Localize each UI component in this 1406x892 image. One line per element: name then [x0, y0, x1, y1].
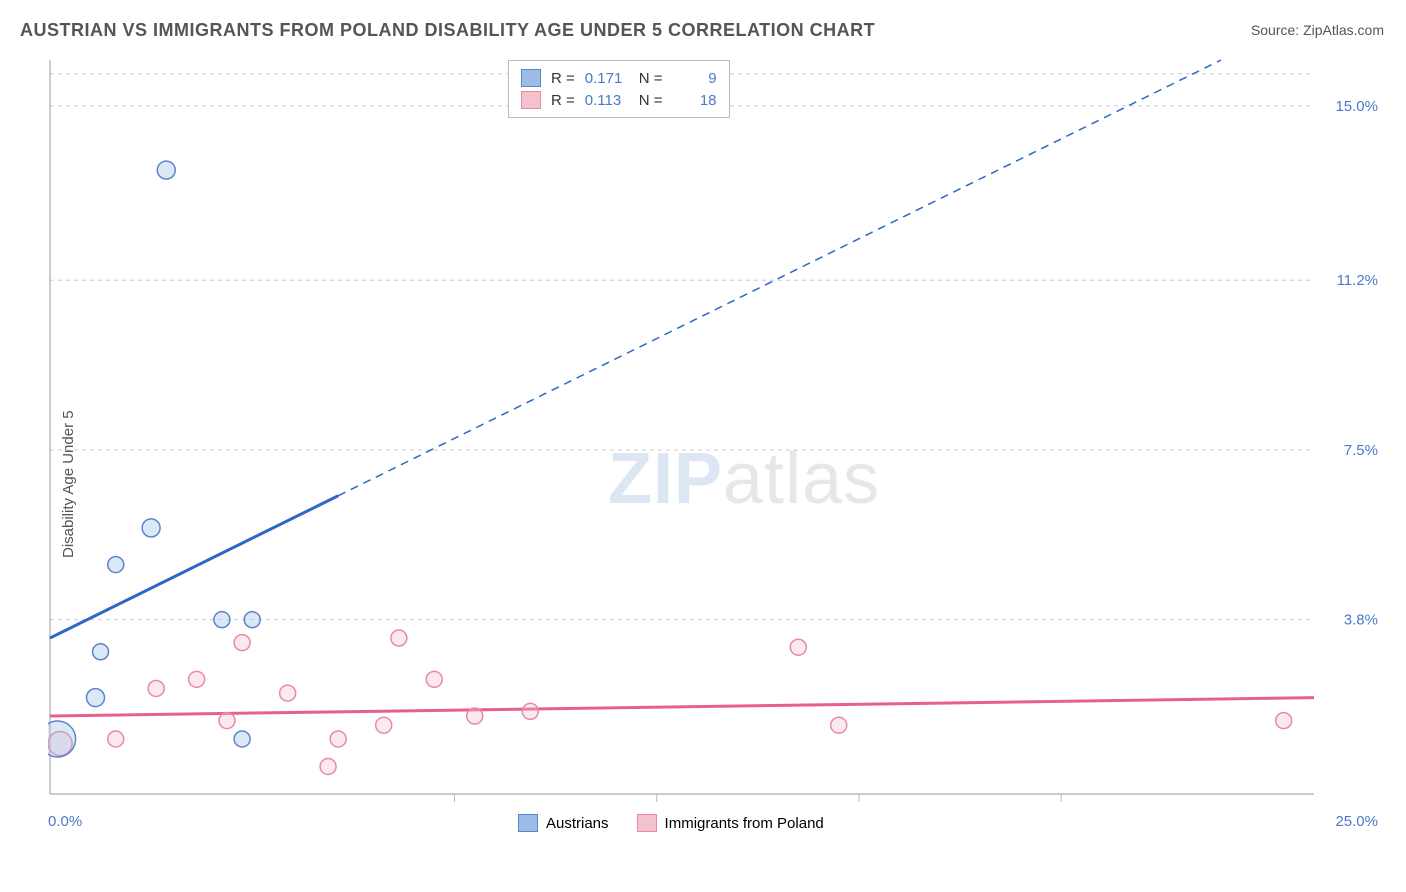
legend-r-label: R =: [551, 70, 575, 87]
data-point: [108, 731, 124, 747]
legend-series-item: Immigrants from Poland: [637, 814, 824, 832]
legend-r-label: R =: [551, 92, 575, 109]
data-point: [1276, 713, 1292, 729]
legend-swatch: [521, 91, 541, 109]
y-tick-label: 15.0%: [1335, 98, 1378, 115]
legend-series-item: Austrians: [518, 814, 609, 832]
data-point: [48, 721, 76, 757]
data-point: [280, 685, 296, 701]
data-point: [831, 717, 847, 733]
data-point: [87, 689, 105, 707]
data-point: [426, 671, 442, 687]
data-point: [391, 630, 407, 646]
legend-correlation-row: R = 0.171 N = 9: [521, 67, 717, 89]
data-point: [234, 635, 250, 651]
legend-n-label: N =: [639, 70, 663, 87]
scatter-plot: 3.8% 7.5% 11.2% 15.0% 0.0% 25.0%: [48, 58, 1384, 830]
data-point: [330, 731, 346, 747]
source-attribution: Source: ZipAtlas.com: [1251, 22, 1384, 38]
legend-series-label: Austrians: [546, 815, 609, 832]
legend-correlation-row: R = 0.113 N = 18: [521, 89, 717, 111]
legend-n-label: N =: [639, 92, 663, 109]
y-tick-label: 11.2%: [1337, 272, 1378, 289]
chart-area: Disability Age Under 5 3.8%7.5%11.2%15.0…: [48, 58, 1384, 830]
data-point: [376, 717, 392, 733]
trend-line: [50, 698, 1314, 716]
data-point: [148, 680, 164, 696]
trend-line-dashed: [338, 60, 1221, 496]
legend-series: Austrians Immigrants from Poland: [518, 814, 824, 832]
legend-correlation: R = 0.171 N = 9 R = 0.113 N = 18: [508, 60, 730, 118]
legend-n-value: 18: [673, 92, 717, 109]
y-tick-label: 3.8%: [1344, 612, 1378, 629]
data-point: [219, 713, 235, 729]
legend-swatch: [521, 69, 541, 87]
legend-n-value: 9: [673, 70, 717, 87]
data-point: [157, 161, 175, 179]
x-max-label: 25.0%: [1335, 813, 1378, 830]
chart-title: AUSTRIAN VS IMMIGRANTS FROM POLAND DISAB…: [20, 20, 875, 41]
legend-series-label: Immigrants from Poland: [665, 815, 824, 832]
y-tick-label: 7.5%: [1344, 442, 1378, 459]
source-prefix: Source:: [1251, 22, 1303, 38]
data-point: [522, 703, 538, 719]
source-name: ZipAtlas.com: [1303, 22, 1384, 38]
data-point: [320, 758, 336, 774]
data-point: [467, 708, 483, 724]
data-point: [244, 612, 260, 628]
legend-swatch: [637, 814, 657, 832]
data-point: [790, 639, 806, 655]
data-point: [214, 612, 230, 628]
trend-line: [50, 496, 338, 638]
legend-r-value: 0.171: [585, 70, 629, 87]
data-point: [189, 671, 205, 687]
data-point: [108, 557, 124, 573]
legend-swatch: [518, 814, 538, 832]
data-point: [142, 519, 160, 537]
data-point: [93, 644, 109, 660]
x-min-label: 0.0%: [48, 813, 82, 830]
data-point: [234, 731, 250, 747]
legend-r-value: 0.113: [585, 92, 629, 109]
